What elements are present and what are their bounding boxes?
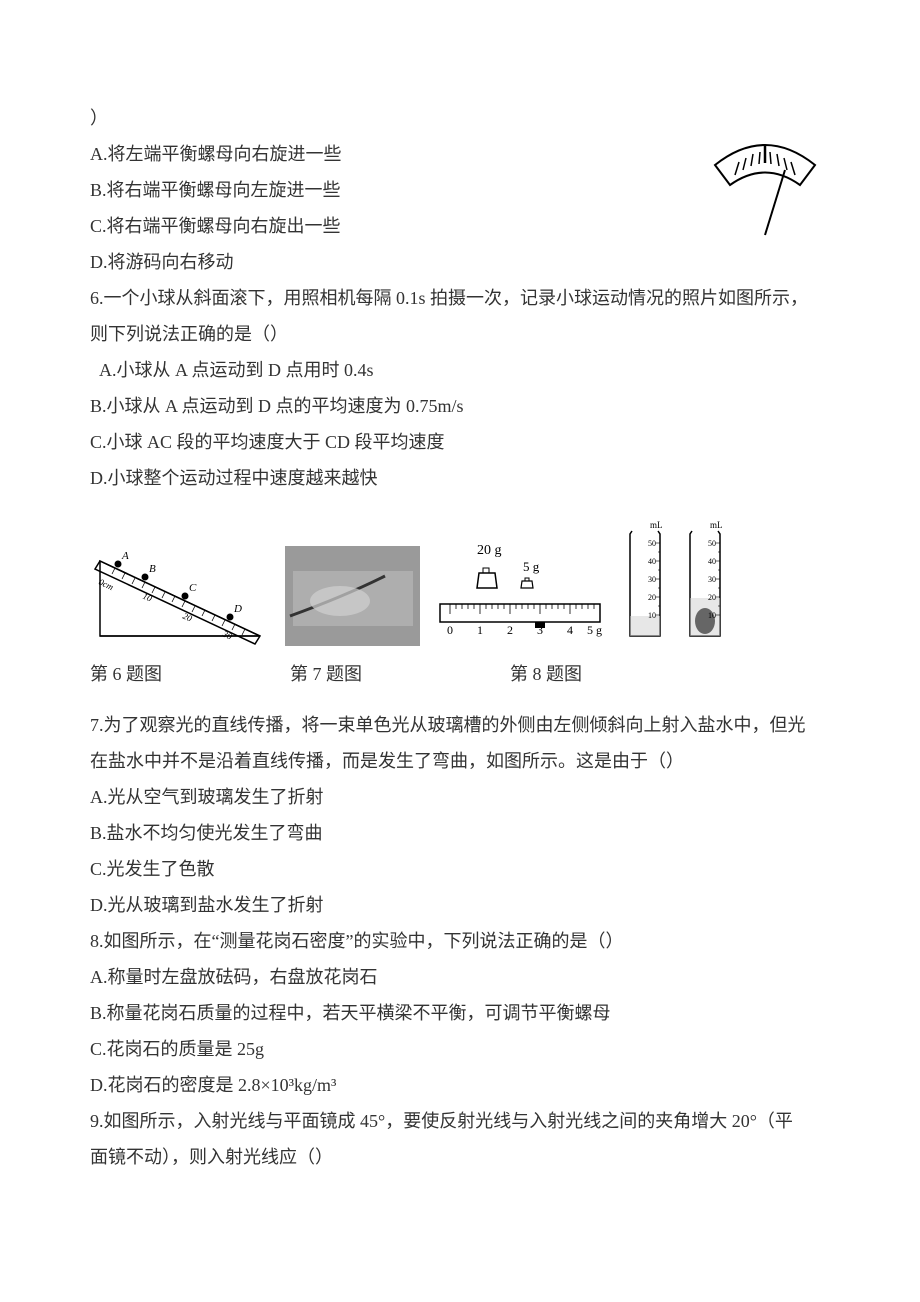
svg-text:10: 10 <box>708 611 716 620</box>
q6-option-c: C.小球 AC 段的平均速度大于 CD 段平均速度 <box>90 424 830 460</box>
q7-option-d: D.光从玻璃到盐水发生了折射 <box>90 887 830 923</box>
q7-option-c: C.光发生了色散 <box>90 851 830 887</box>
svg-text:A: A <box>121 550 129 562</box>
svg-text:mL: mL <box>650 520 663 530</box>
figure-7 <box>285 546 420 646</box>
q7-option-b: B.盐水不均匀使光发生了弯曲 <box>90 815 830 851</box>
svg-text:5 g: 5 g <box>523 559 540 574</box>
q8-option-b: B.称量花岗石质量的过程中，若天平横梁不平衡，可调节平衡螺母 <box>90 995 830 1031</box>
svg-text:50: 50 <box>708 539 716 548</box>
q6-stem-2: 则下列说法正确的是（） <box>90 316 830 352</box>
figure-7-label: 第 7 题图 <box>290 656 510 692</box>
figure-8: 20 g 5 g <box>435 536 605 646</box>
figure-7-svg <box>285 546 420 646</box>
dial-figure <box>690 110 840 240</box>
q8-option-c: C.花岗石的质量是 25g <box>90 1031 830 1067</box>
svg-text:20: 20 <box>708 593 716 602</box>
svg-text:1: 1 <box>477 623 483 637</box>
figures-row: A B C D 0cm 10 20 30 20 g <box>90 516 830 646</box>
figure-8-label: 第 8 题图 <box>510 656 710 692</box>
q8-option-a: A.称量时左盘放砝码，右盘放花岗石 <box>90 959 830 995</box>
figure-labels: 第 6 题图 第 7 题图 第 8 题图 <box>90 656 830 692</box>
svg-text:B: B <box>149 563 156 575</box>
dial-svg <box>690 110 840 240</box>
q8-option-d: D.花岗石的密度是 2.8×10³kg/m³ <box>90 1067 830 1103</box>
q8-stem: 8.如图所示，在“测量花岗石密度”的实验中，下列说法正确的是（） <box>90 923 830 959</box>
figure-6-svg: A B C D 0cm 10 20 30 <box>90 536 270 646</box>
figure-8-svg: 20 g 5 g <box>435 536 605 646</box>
svg-text:D: D <box>233 603 242 615</box>
svg-text:30: 30 <box>220 628 234 642</box>
svg-text:4: 4 <box>567 623 573 637</box>
figure-6-label: 第 6 题图 <box>90 656 290 692</box>
q7-option-a: A.光从空气到玻璃发生了折射 <box>90 779 830 815</box>
svg-text:10: 10 <box>648 611 656 620</box>
svg-text:40: 40 <box>648 557 656 566</box>
svg-text:C: C <box>189 582 197 594</box>
svg-text:40: 40 <box>708 557 716 566</box>
svg-text:50: 50 <box>648 539 656 548</box>
document-page: ） A.将左端平衡螺母向右旋进一些 B.将右端平衡螺母向左旋进一些 C.将右端平… <box>90 100 830 1175</box>
q6-option-d: D.小球整个运动过程中速度越来越快 <box>90 460 830 496</box>
q9-stem-1: 9.如图所示，入射光线与平面镜成 45°，要使反射光线与入射光线之间的夹角增大 … <box>90 1103 830 1139</box>
figure-6: A B C D 0cm 10 20 30 <box>90 536 270 646</box>
svg-text:5 g: 5 g <box>587 623 602 637</box>
svg-text:mL: mL <box>710 520 723 530</box>
svg-text:20: 20 <box>181 611 194 624</box>
svg-text:0: 0 <box>447 623 453 637</box>
q6-stem-1: 6.一个小球从斜面滚下，用照相机每隔 0.1s 拍摄一次，记录小球运动情况的照片… <box>90 280 830 316</box>
q7-stem-2: 在盐水中并不是沿着直线传播，而是发生了弯曲，如图所示。这是由于（） <box>90 743 830 779</box>
q7-stem-1: 7.为了观察光的直线传播，将一束单色光从玻璃槽的外侧由左侧倾斜向上射入盐水中，但… <box>90 707 830 743</box>
svg-text:20 g: 20 g <box>477 543 502 558</box>
q6-option-a: A.小球从 A 点运动到 D 点用时 0.4s <box>90 352 830 388</box>
svg-text:30: 30 <box>708 575 716 584</box>
svg-text:30: 30 <box>648 575 656 584</box>
svg-text:2: 2 <box>507 623 513 637</box>
cylinders-svg: mL 50 40 30 20 10 mL <box>620 516 740 646</box>
q6-option-b: B.小球从 A 点运动到 D 点的平均速度为 0.75m/s <box>90 388 830 424</box>
q5-option-d: D.将游码向右移动 <box>90 244 830 280</box>
figure-8-cylinders: mL 50 40 30 20 10 mL <box>620 516 740 646</box>
q9-stem-2: 面镜不动），则入射光线应（） <box>90 1139 830 1175</box>
svg-text:20: 20 <box>648 593 656 602</box>
